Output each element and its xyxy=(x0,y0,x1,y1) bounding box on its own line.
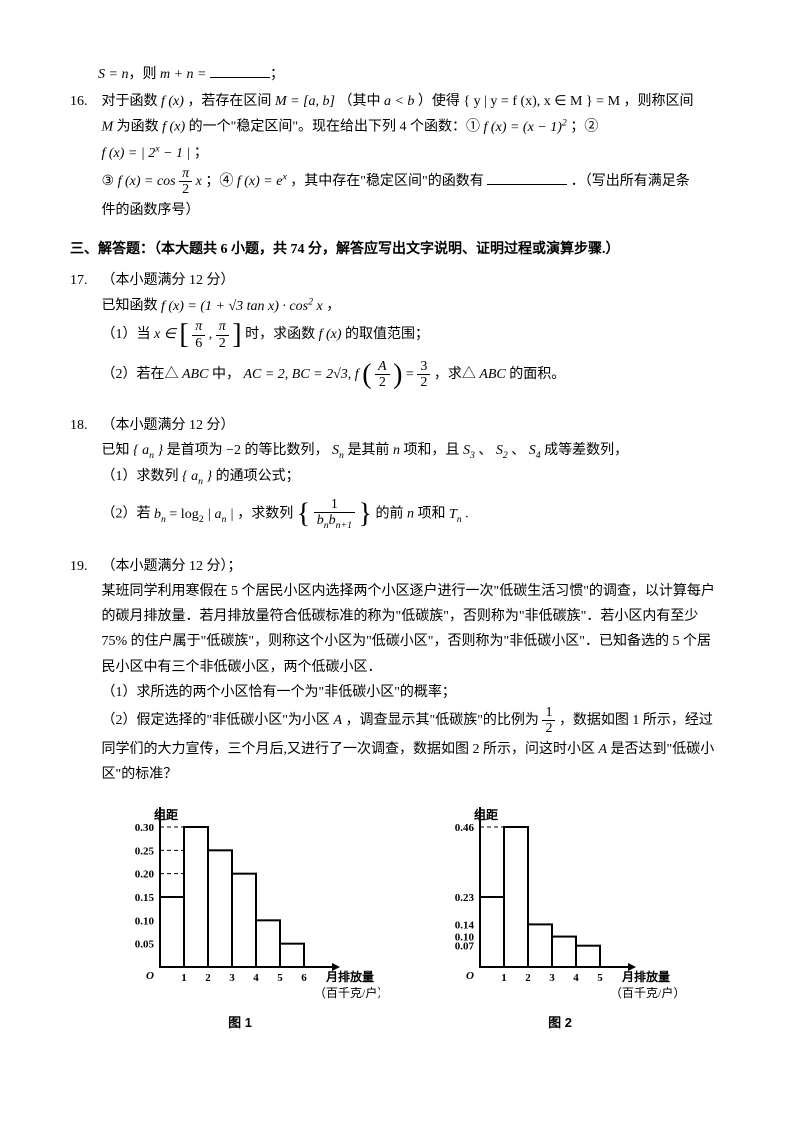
svg-text:2: 2 xyxy=(205,972,211,984)
svg-text:0.10: 0.10 xyxy=(135,915,155,927)
q15-expr1: S = n xyxy=(98,67,128,82)
q16-blank xyxy=(487,170,567,185)
svg-text:O: O xyxy=(146,970,154,982)
section3-title: 三、解答题：（本大题共 6 小题，共 74 分，解答应写出文字说明、证明过程或演… xyxy=(70,237,730,262)
q18-num: 18. xyxy=(70,413,98,438)
q16: 16. 对于函数 f (x) ，若存在区间 M = [a, b] （其中 a <… xyxy=(70,89,730,223)
chart2: 频率组距O0.070.100.140.230.4612345月排放量（百千克/户… xyxy=(430,807,690,1034)
q19-body: （本小题满分 12 分）； 某班同学利用寒假在 5 个居民小区内选择两个小区逐户… xyxy=(102,554,722,787)
q15-blank xyxy=(210,63,270,78)
q17-num: 17. xyxy=(70,268,98,293)
q18-body: （本小题满分 12 分） 已知 { an } 是首项为 −2 的等比数列， Sn… xyxy=(102,413,722,532)
svg-text:3: 3 xyxy=(549,972,555,984)
q19: 19. （本小题满分 12 分）； 某班同学利用寒假在 5 个居民小区内选择两个… xyxy=(70,554,730,787)
q17-body: （本小题满分 12 分） 已知函数 f (x) = (1 + √3 tan x)… xyxy=(102,268,722,391)
svg-text:组距: 组距 xyxy=(154,807,178,822)
q15-tail: S = n，则 m + n = ； xyxy=(70,62,730,87)
svg-text:0.20: 0.20 xyxy=(135,869,155,881)
svg-text:0.15: 0.15 xyxy=(135,892,155,904)
svg-text:2: 2 xyxy=(525,972,531,984)
q15-expr2: m + n = xyxy=(160,67,207,82)
charts-row: 频率组距O0.050.100.150.200.250.30123456月排放量（… xyxy=(70,807,730,1034)
svg-text:5: 5 xyxy=(277,972,283,984)
svg-text:（百千克/户）: （百千克/户） xyxy=(314,985,380,1000)
svg-text:0.30: 0.30 xyxy=(135,822,155,834)
svg-text:0.10: 0.10 xyxy=(455,932,475,944)
q17: 17. （本小题满分 12 分） 已知函数 f (x) = (1 + √3 ta… xyxy=(70,268,730,391)
q16-body: 对于函数 f (x) ，若存在区间 M = [a, b] （其中 a < b ）… xyxy=(102,89,722,223)
svg-text:0.46: 0.46 xyxy=(455,822,475,834)
q18: 18. （本小题满分 12 分） 已知 { an } 是首项为 −2 的等比数列… xyxy=(70,413,730,532)
svg-text:1: 1 xyxy=(181,972,187,984)
svg-text:（百千克/户）: （百千克/户） xyxy=(610,985,685,1000)
svg-text:月排放量: 月排放量 xyxy=(621,969,670,984)
svg-text:O: O xyxy=(466,970,474,982)
svg-text:1: 1 xyxy=(501,972,507,984)
svg-text:月排放量: 月排放量 xyxy=(325,969,374,984)
svg-text:5: 5 xyxy=(597,972,603,984)
svg-text:3: 3 xyxy=(229,972,235,984)
svg-text:0.25: 0.25 xyxy=(135,845,155,857)
svg-text:6: 6 xyxy=(301,972,307,984)
q19-num: 19. xyxy=(70,554,98,579)
svg-text:4: 4 xyxy=(253,972,259,984)
chart2-caption: 图 2 xyxy=(430,1011,690,1034)
svg-text:0.23: 0.23 xyxy=(455,892,475,904)
chart1-caption: 图 1 xyxy=(110,1011,370,1034)
svg-text:组距: 组距 xyxy=(474,807,498,822)
svg-text:0.14: 0.14 xyxy=(455,919,475,931)
svg-text:0.05: 0.05 xyxy=(135,939,155,951)
q16-num: 16. xyxy=(70,89,98,114)
svg-text:4: 4 xyxy=(573,972,579,984)
chart1: 频率组距O0.050.100.150.200.250.30123456月排放量（… xyxy=(110,807,370,1034)
